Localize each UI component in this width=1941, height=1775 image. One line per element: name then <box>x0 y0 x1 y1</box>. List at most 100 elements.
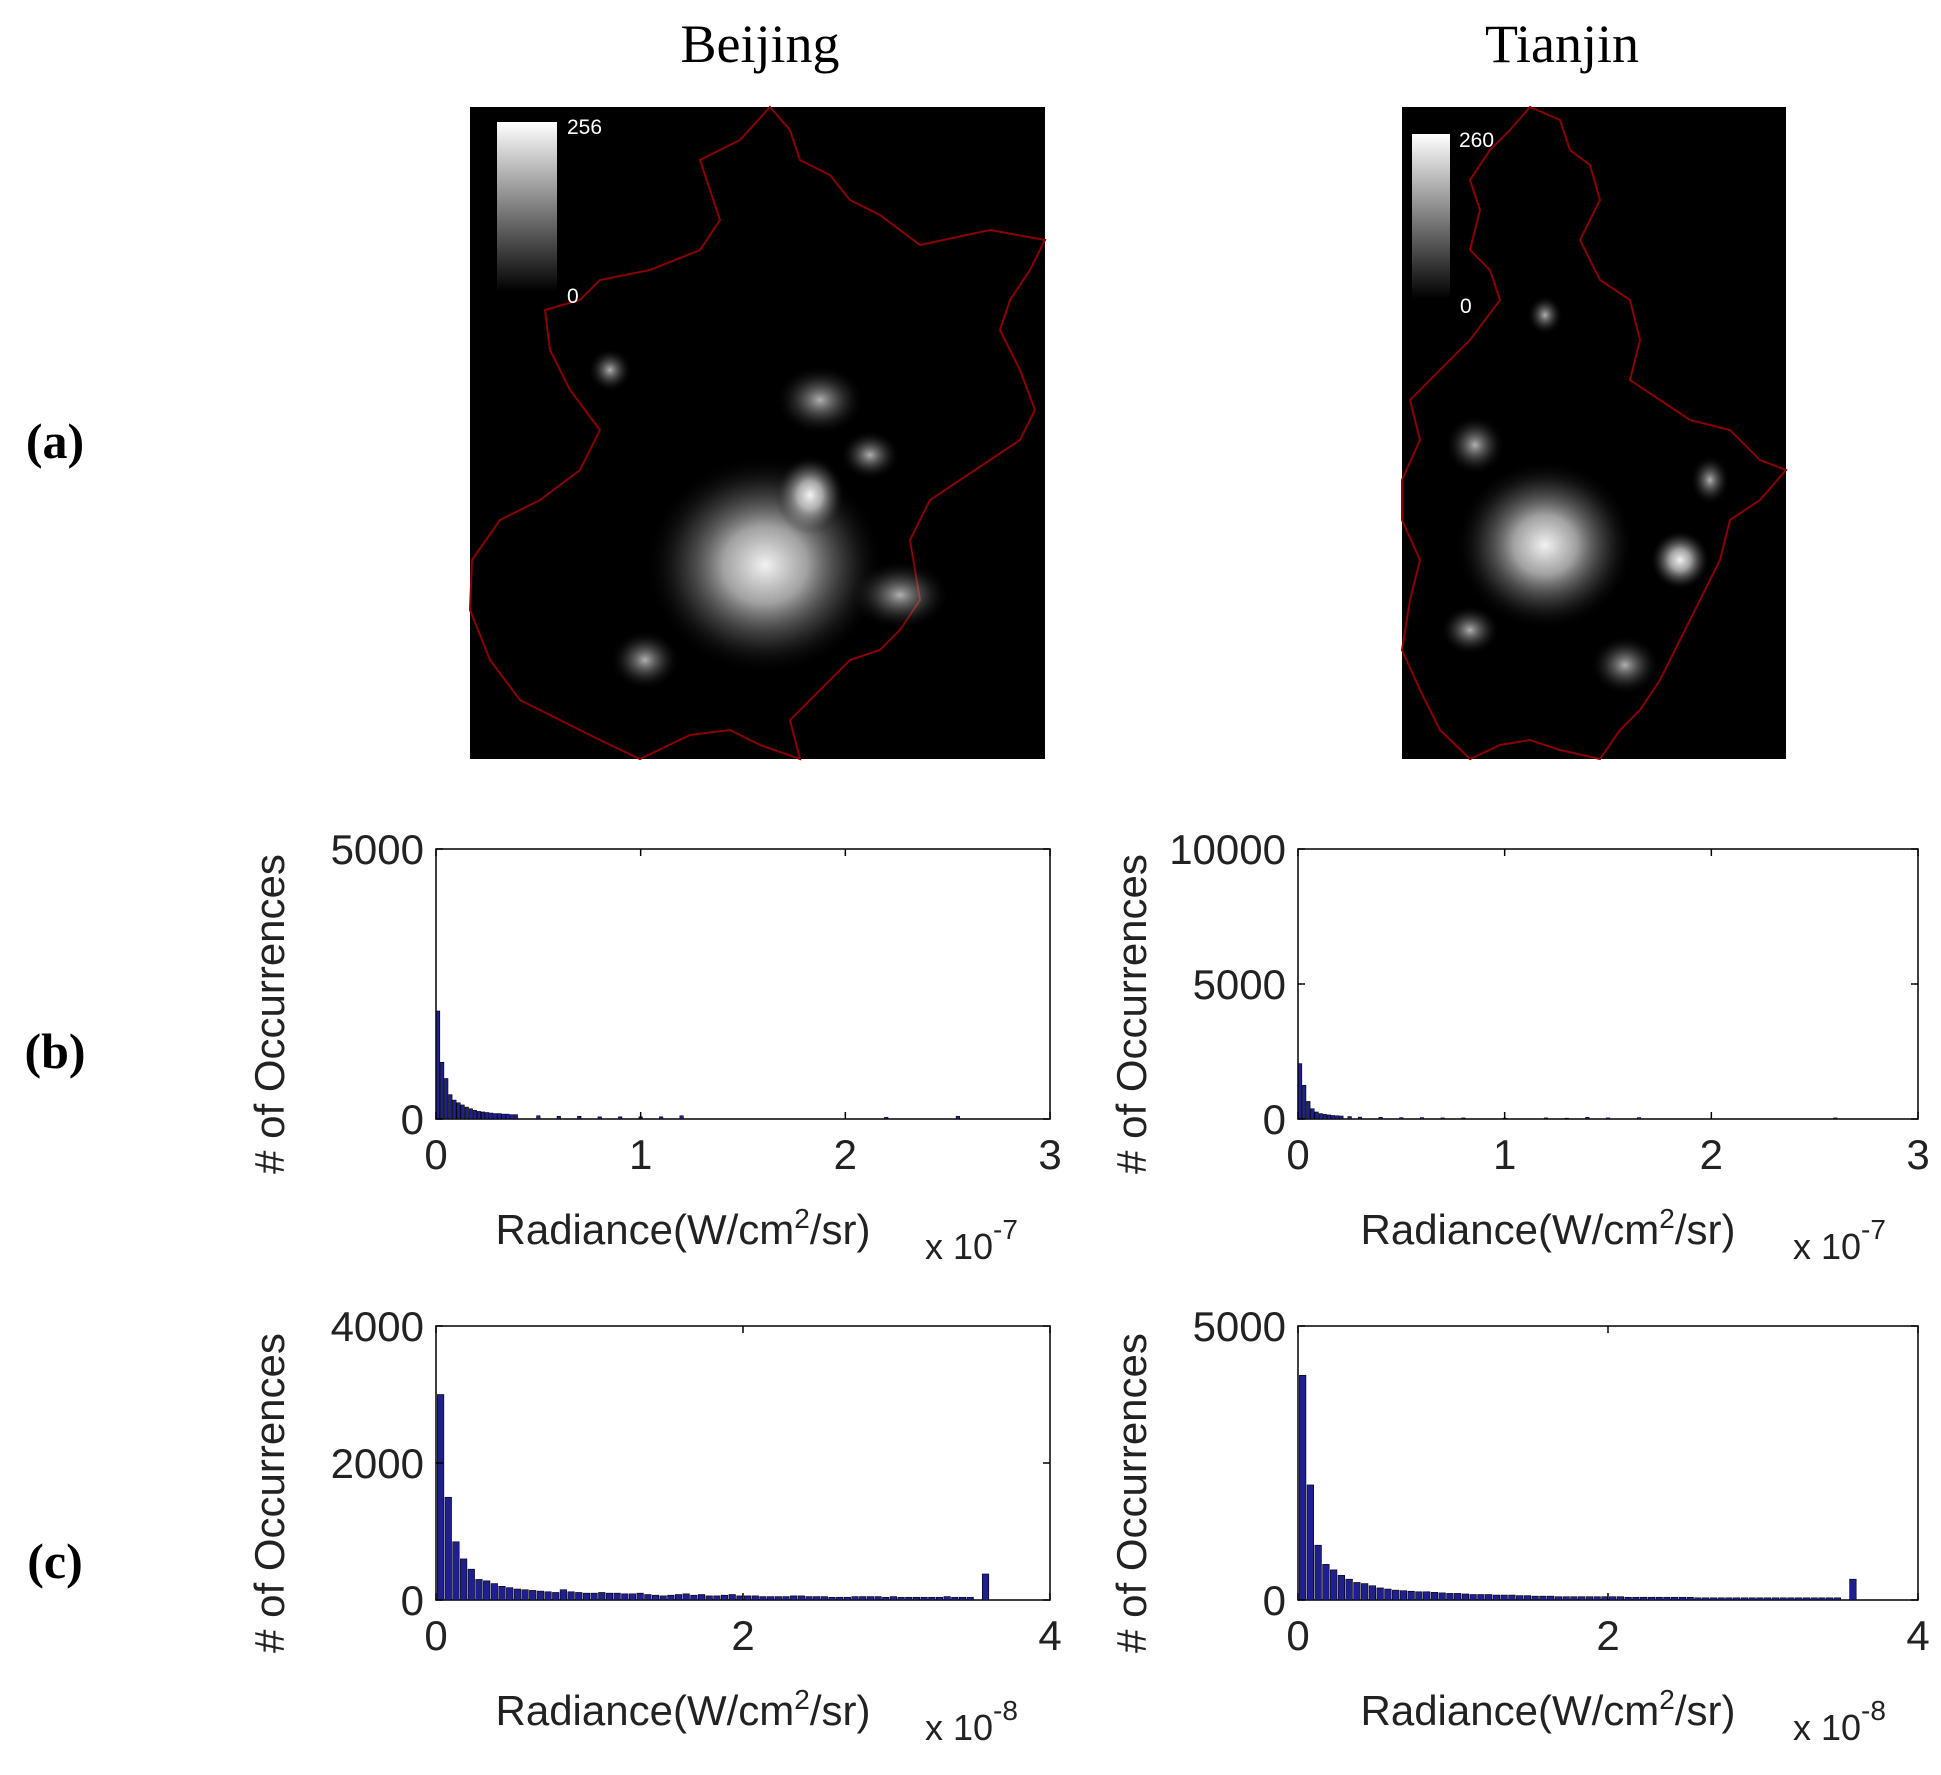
histogram-bar <box>828 1596 836 1601</box>
column-title-beijing: Beijing <box>681 14 840 74</box>
light-cluster <box>610 630 680 690</box>
histogram-bar <box>468 1108 473 1120</box>
plot-area <box>1297 1325 1919 1601</box>
x-axis-exponent-base: x 10 <box>1793 1226 1861 1267</box>
y-tick-label: 5000 <box>1193 961 1286 1008</box>
histogram-bar <box>501 1113 506 1120</box>
histogram-bar <box>843 1596 851 1601</box>
histogram-bar <box>713 1595 721 1601</box>
histogram-bar <box>644 1594 652 1601</box>
histogram-bar <box>1655 1596 1663 1601</box>
x-tick-label: 1 <box>629 1131 652 1178</box>
plot-area <box>1297 848 1919 1120</box>
y-tick-label: 0 <box>401 1096 424 1143</box>
x-axis-exponent-power: -8 <box>1861 1695 1886 1726</box>
light-cluster <box>1445 415 1505 475</box>
histogram-bar <box>1833 1117 1838 1120</box>
histogram-bar <box>485 1112 490 1120</box>
histogram-bar <box>659 1116 664 1120</box>
histogram-bar <box>448 1094 453 1120</box>
histogram-bar <box>966 1596 974 1601</box>
x-axis-label-main: Radiance(W/cm <box>496 1206 795 1253</box>
histogram-bar <box>1330 1569 1338 1601</box>
histogram-b-tianjin: 0 1 2 3 0 5000 10000 # of Occurrences Radiance(W… <box>1108 826 1930 1267</box>
histogram-bar <box>679 1115 684 1120</box>
histogram-bar <box>912 1596 921 1601</box>
histogram-bar <box>1326 1114 1332 1120</box>
x-axis-label-main: Radiance(W/cm <box>1361 1206 1660 1253</box>
histogram-bar <box>1826 1597 1834 1601</box>
histogram-bar <box>1454 1593 1462 1601</box>
histogram-bar <box>597 1116 602 1120</box>
map-beijing: 256 0 <box>468 105 1047 761</box>
histogram-bar <box>651 1594 660 1601</box>
x-axis-label-tail: /sr) <box>810 1687 871 1734</box>
histogram-bar <box>697 1594 706 1601</box>
histogram-bar <box>1833 1597 1841 1601</box>
x-tick-label: 0 <box>424 1131 447 1178</box>
histogram-bar <box>544 1591 552 1601</box>
histogram-bar <box>1562 1596 1570 1601</box>
histogram-bar <box>1585 1117 1590 1120</box>
histogram-bar <box>1578 1596 1586 1601</box>
histogram-bar <box>935 1596 944 1601</box>
x-axis-exponent: x 10-7 <box>1793 1214 1886 1267</box>
histogram-bar <box>866 1596 874 1601</box>
colorbar <box>1412 134 1450 299</box>
histogram-bar <box>1415 1591 1423 1601</box>
histogram-bar <box>1810 1597 1818 1601</box>
histogram-bar <box>605 1592 614 1601</box>
x-axis-label-superscript: 2 <box>794 1684 810 1715</box>
histogram-bar <box>1353 1582 1361 1601</box>
histogram-bar <box>859 1596 867 1601</box>
histogram-bar <box>1378 1117 1383 1120</box>
histogram-bar <box>1392 1589 1400 1601</box>
histogram-bar <box>1764 1597 1772 1601</box>
plot-area <box>435 848 1051 1120</box>
histogram-bar <box>475 1579 483 1601</box>
histogram-bar <box>1818 1597 1826 1601</box>
x-axis-label-tail: /sr) <box>810 1206 871 1253</box>
histogram-bar <box>1671 1596 1679 1601</box>
x-axis-exponent: x 10-8 <box>925 1695 1018 1748</box>
histogram-bar <box>1740 1597 1748 1601</box>
x-axis-label: Radiance(W/cm2/sr) <box>496 1684 871 1734</box>
map-tianjin: 260 0 <box>1400 105 1788 761</box>
histogram-bar <box>1543 1117 1549 1120</box>
histogram-bar <box>1624 1596 1632 1601</box>
histogram-bar <box>705 1595 713 1601</box>
histogram-bar <box>1616 1596 1624 1601</box>
histogram-bar <box>1461 1593 1469 1601</box>
histogram-bar <box>497 1113 502 1120</box>
histogram-bar <box>1694 1597 1702 1601</box>
map-beijing-border <box>468 105 1047 761</box>
y-axis-label: # of Occurrences <box>1108 854 1155 1174</box>
x-axis-exponent-base: x 10 <box>925 1226 993 1267</box>
histogram-bar <box>464 1106 469 1120</box>
histogram-bar <box>667 1594 675 1601</box>
histogram-bar <box>790 1595 798 1601</box>
y-axis-label: # of Occurrences <box>1108 1333 1155 1653</box>
histogram-bar <box>1302 1084 1307 1120</box>
histogram-bar <box>928 1596 936 1601</box>
histogram-bar <box>437 1394 445 1601</box>
histogram-bar <box>1787 1597 1795 1601</box>
histogram-bar <box>521 1589 529 1601</box>
histogram-bar <box>636 1592 644 1601</box>
x-tick-label: 2 <box>834 1131 857 1178</box>
histogram-bar <box>1492 1594 1500 1601</box>
histogram-bar <box>943 1596 951 1601</box>
histogram-bar <box>498 1586 506 1601</box>
histogram-bar <box>1314 1111 1319 1120</box>
histogram-bar <box>751 1595 759 1601</box>
histogram-bar <box>440 1062 445 1120</box>
x-axis-exponent-power: -7 <box>1861 1214 1886 1245</box>
histogram-bar <box>1310 1108 1315 1120</box>
histogram-bar <box>618 1116 623 1120</box>
histogram-bar <box>728 1594 736 1601</box>
histogram-bar <box>460 1558 468 1601</box>
histogram-bar <box>1314 1544 1322 1601</box>
histogram-bar <box>1368 1585 1376 1601</box>
